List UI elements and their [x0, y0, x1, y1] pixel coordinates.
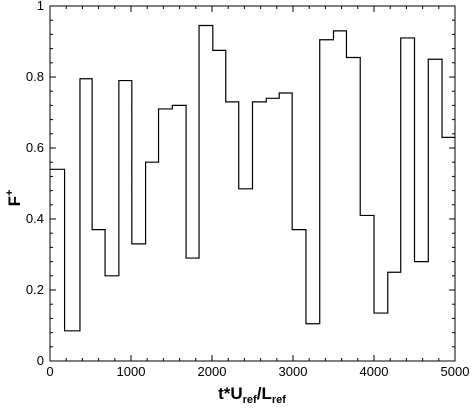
y-axis-title-main: F [5, 196, 24, 206]
y-tick-label: 0 [37, 353, 44, 368]
x-tick-label: 3000 [279, 364, 308, 379]
x-tick-label: 1000 [117, 364, 146, 379]
y-tick-label: 0.4 [26, 211, 44, 226]
x-axis-title-main: t*U [218, 384, 243, 403]
plot-frame [49, 5, 456, 362]
tick-layer: 0 1000 2000 3000 4000 5000 0 0.2 0.4 0.6 0.8 1 [26, 0, 470, 379]
x-tick-label: 2000 [198, 364, 227, 379]
x-axis-title-slash: /L [257, 384, 272, 403]
x-axis-title: t*Uref/Lref [218, 384, 286, 406]
y-tick-label: 0.8 [26, 69, 44, 84]
x-axis-title-sub2: ref [272, 394, 286, 406]
series-line-1 [50, 24, 455, 332]
y-tick-label: 1 [37, 0, 44, 13]
y-tick-label: 0.2 [26, 282, 44, 297]
x-tick-label: 5000 [441, 364, 470, 379]
x-axis-title-sub1: ref [243, 394, 257, 406]
plot-layer [49, 5, 456, 362]
y-tick-label: 0.6 [26, 140, 44, 155]
y-axis-title-sup: + [4, 190, 16, 196]
y-axis-title: F+ [4, 190, 24, 207]
x-tick-label: 4000 [360, 364, 389, 379]
x-tick-label: 0 [46, 364, 53, 379]
